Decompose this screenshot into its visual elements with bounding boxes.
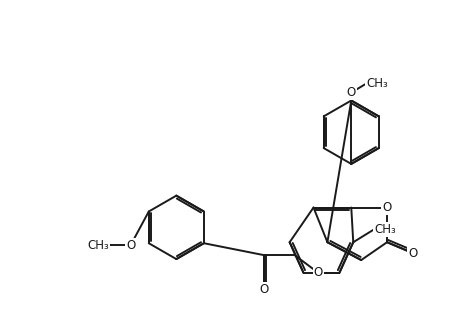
Text: O: O	[408, 246, 418, 260]
Text: CH₃: CH₃	[374, 223, 396, 236]
Text: CH₃: CH₃	[87, 239, 109, 252]
Text: O: O	[383, 201, 392, 214]
Text: O: O	[314, 266, 323, 280]
Text: O: O	[346, 86, 356, 99]
Text: O: O	[259, 283, 268, 296]
Text: O: O	[126, 239, 135, 252]
Text: CH₃: CH₃	[366, 77, 388, 90]
